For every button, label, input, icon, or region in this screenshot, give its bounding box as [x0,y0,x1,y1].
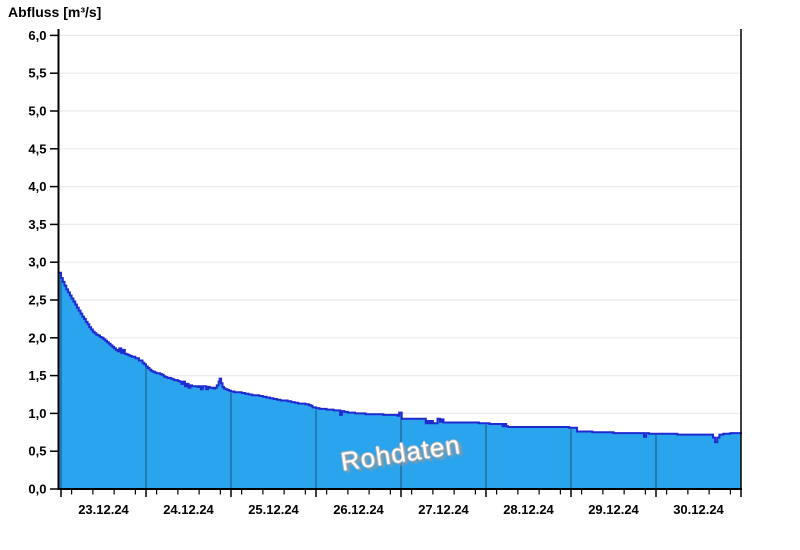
y-tick-label: 3,0 [28,255,46,270]
y-axis-ticks-labels: 0,0 0,5 1,0 1,5 2,0 2,5 3,0 3,5 4,0 4,5 5,0 5,5 6,0 [28,28,58,497]
y-tick-label: 3,5 [28,217,46,232]
x-tick-label: 25.12.24 [248,502,299,517]
area-series-rohdaten [58,272,741,489]
chart-title: Abfluss [m³/s] [8,4,102,20]
axes [57,29,742,490]
y-tick-label: 4,0 [28,179,46,194]
x-axis-ticks [60,490,742,497]
y-tick-label: 2,0 [28,330,46,345]
series-line-rohdaten [58,271,742,444]
x-tick-label: 26.12.24 [333,502,384,517]
y-tick-label: 6,0 [28,28,46,43]
x-tick-label: 24.12.24 [163,502,214,517]
y-tick-label: 5,0 [28,104,46,119]
day-boundary-lines [60,279,657,488]
y-tick-label: 0,0 [28,482,46,497]
y-tick-label: 4,5 [28,141,46,156]
x-tick-label: 28.12.24 [503,502,554,517]
x-tick-label: 27.12.24 [418,502,469,517]
y-tick-label: 1,5 [28,368,46,383]
y-tick-label: 5,5 [28,66,46,81]
x-tick-label: 23.12.24 [78,502,129,517]
x-tick-label: 29.12.24 [588,502,639,517]
y-tick-label: 1,0 [28,406,46,421]
x-tick-label: 30.12.24 [673,502,724,517]
y-tick-label: 0,5 [28,444,46,459]
x-axis-labels: 23.12.24 24.12.24 25.12.24 26.12.24 27.12.24… [78,502,724,517]
y-tick-label: 2,5 [28,293,46,308]
